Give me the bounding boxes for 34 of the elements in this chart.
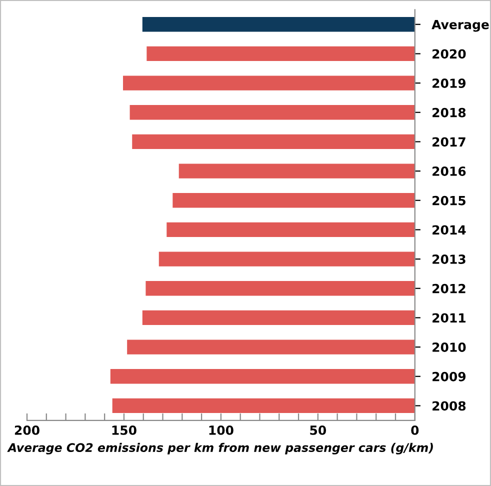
x-tick-label: 200	[14, 425, 40, 435]
y-tick-label: 2011	[432, 313, 466, 323]
bar	[127, 340, 415, 354]
y-tick-label: 2014	[432, 225, 466, 235]
bar	[172, 193, 415, 208]
bar	[146, 281, 415, 296]
bar	[123, 76, 415, 90]
y-tick-label: 2015	[432, 196, 466, 206]
y-tick-label: 2020	[432, 49, 466, 59]
x-tick-label: 50	[310, 425, 326, 435]
bar	[166, 222, 415, 238]
y-tick-label: 2009	[432, 372, 466, 382]
y-tick-label: 2010	[432, 342, 466, 352]
y-tick-label: 2017	[432, 137, 466, 147]
x-tick-label: 150	[112, 425, 136, 435]
bar	[110, 369, 415, 384]
bar	[130, 105, 415, 120]
bar	[142, 310, 415, 326]
y-tick-label: Average	[432, 20, 489, 32]
y-tick-label: 2008	[432, 401, 466, 411]
x-tick-label: 100	[209, 425, 234, 435]
y-tick-label: 2013	[432, 254, 466, 264]
bar	[178, 164, 415, 178]
x-tick-label: 0	[411, 425, 419, 435]
bar	[132, 134, 415, 150]
bar	[112, 398, 415, 414]
bar	[158, 252, 415, 266]
y-tick-label: 2019	[432, 78, 466, 88]
bar	[142, 17, 415, 32]
y-tick-label: 2018	[432, 108, 466, 118]
bar	[146, 46, 415, 62]
y-tick-label: 2016	[432, 166, 466, 176]
y-tick-label: 2012	[432, 284, 466, 294]
x-axis-title: Average CO2 emissions per km from new passenger cars (g/km)	[7, 442, 433, 454]
